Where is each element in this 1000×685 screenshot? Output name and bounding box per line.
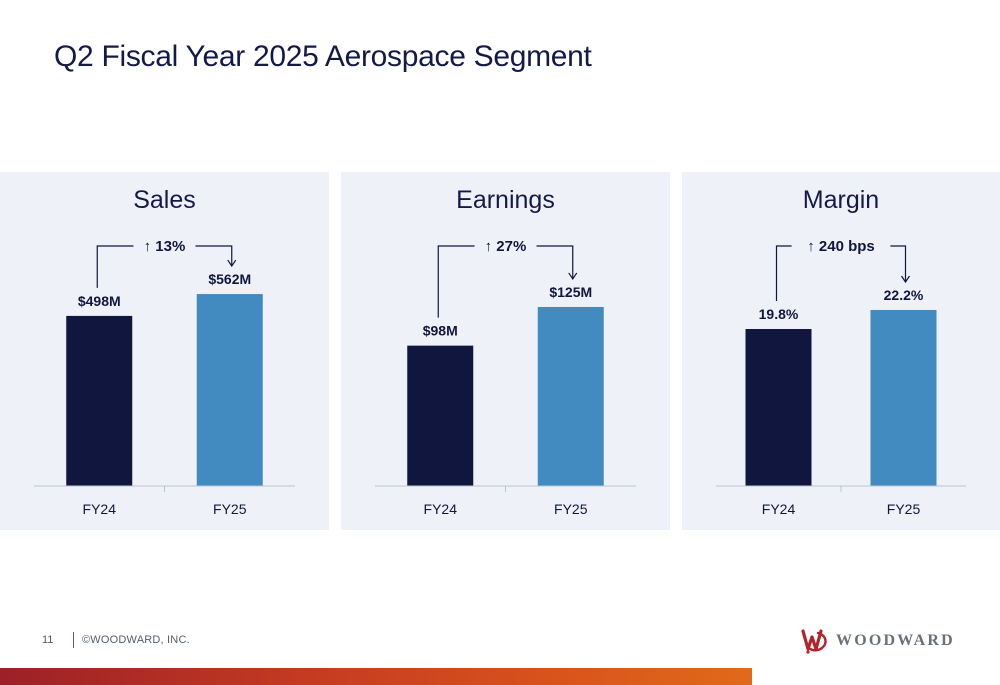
page-title: Q2 Fiscal Year 2025 Aerospace Segment [54,40,592,73]
chart-title: Earnings [456,186,555,214]
change-bracket-right [195,245,233,267]
change-arrowhead-icon [227,259,237,268]
change-bracket-left [775,245,792,302]
change-bracket-left [96,245,134,288]
woodward-logo-icon [801,629,827,654]
copyright-text: ©WOODWARD, INC. [82,634,190,646]
change-label: ↑ 27% [485,238,527,255]
data-label: $125M [549,284,592,300]
sales-chart-svg: $498M $562M FY24 FY25 ↑ 13% [34,238,295,517]
chart-title: Margin [802,186,880,214]
earnings-chart-svg: $98M $125M FY24 FY25 ↑ 27% [375,238,636,517]
change-label: ↑ 240 bps [807,238,875,255]
x-tick-label: FY24 [424,501,458,517]
data-label: 22.2% [884,287,924,303]
data-label: $562M [208,271,251,287]
x-tick-label: FY24 [762,501,796,517]
data-label: $98M [423,323,458,339]
x-tick-label: FY25 [213,501,247,517]
change-bracket-right [536,245,574,279]
bar-fy24 [745,329,812,486]
change-arrowhead-icon [568,272,578,281]
margin-chart-svg: 19.8% 22.2% FY24 FY25 ↑ 240 bps [716,238,966,517]
change-label: ↑ 13% [144,238,186,255]
brand-wordmark: WOODWARD [836,632,955,649]
bar-fy25 [537,306,604,486]
sales-chart-panel: Sales $498M $562M FY24 FY25 ↑ 13% [0,172,329,530]
change-arrowhead-icon [901,275,910,284]
x-tick-label: FY25 [554,501,588,517]
change-bracket-right [890,245,907,282]
x-tick-label: FY25 [887,501,921,517]
bar-fy24 [66,315,133,486]
woodward-logo: WOODWARD [800,626,955,656]
bar-fy24 [407,345,474,486]
data-label: 19.8% [759,306,799,322]
bar-fy25 [870,309,937,486]
change-bracket-left [437,245,475,318]
footer-divider [73,632,74,648]
x-tick-label: FY24 [83,501,117,517]
bar-fy25 [196,294,263,486]
data-label: $498M [78,293,121,309]
margin-chart-panel: Margin 19.8% 22.2% FY24 FY25 ↑ 240 bps [682,172,1000,530]
page-number: 11 [42,634,54,646]
chart-title: Sales [133,186,196,214]
earnings-chart-panel: Earnings $98M $125M FY24 FY25 ↑ 27% [341,172,670,530]
bottom-accent-bar [0,668,752,685]
